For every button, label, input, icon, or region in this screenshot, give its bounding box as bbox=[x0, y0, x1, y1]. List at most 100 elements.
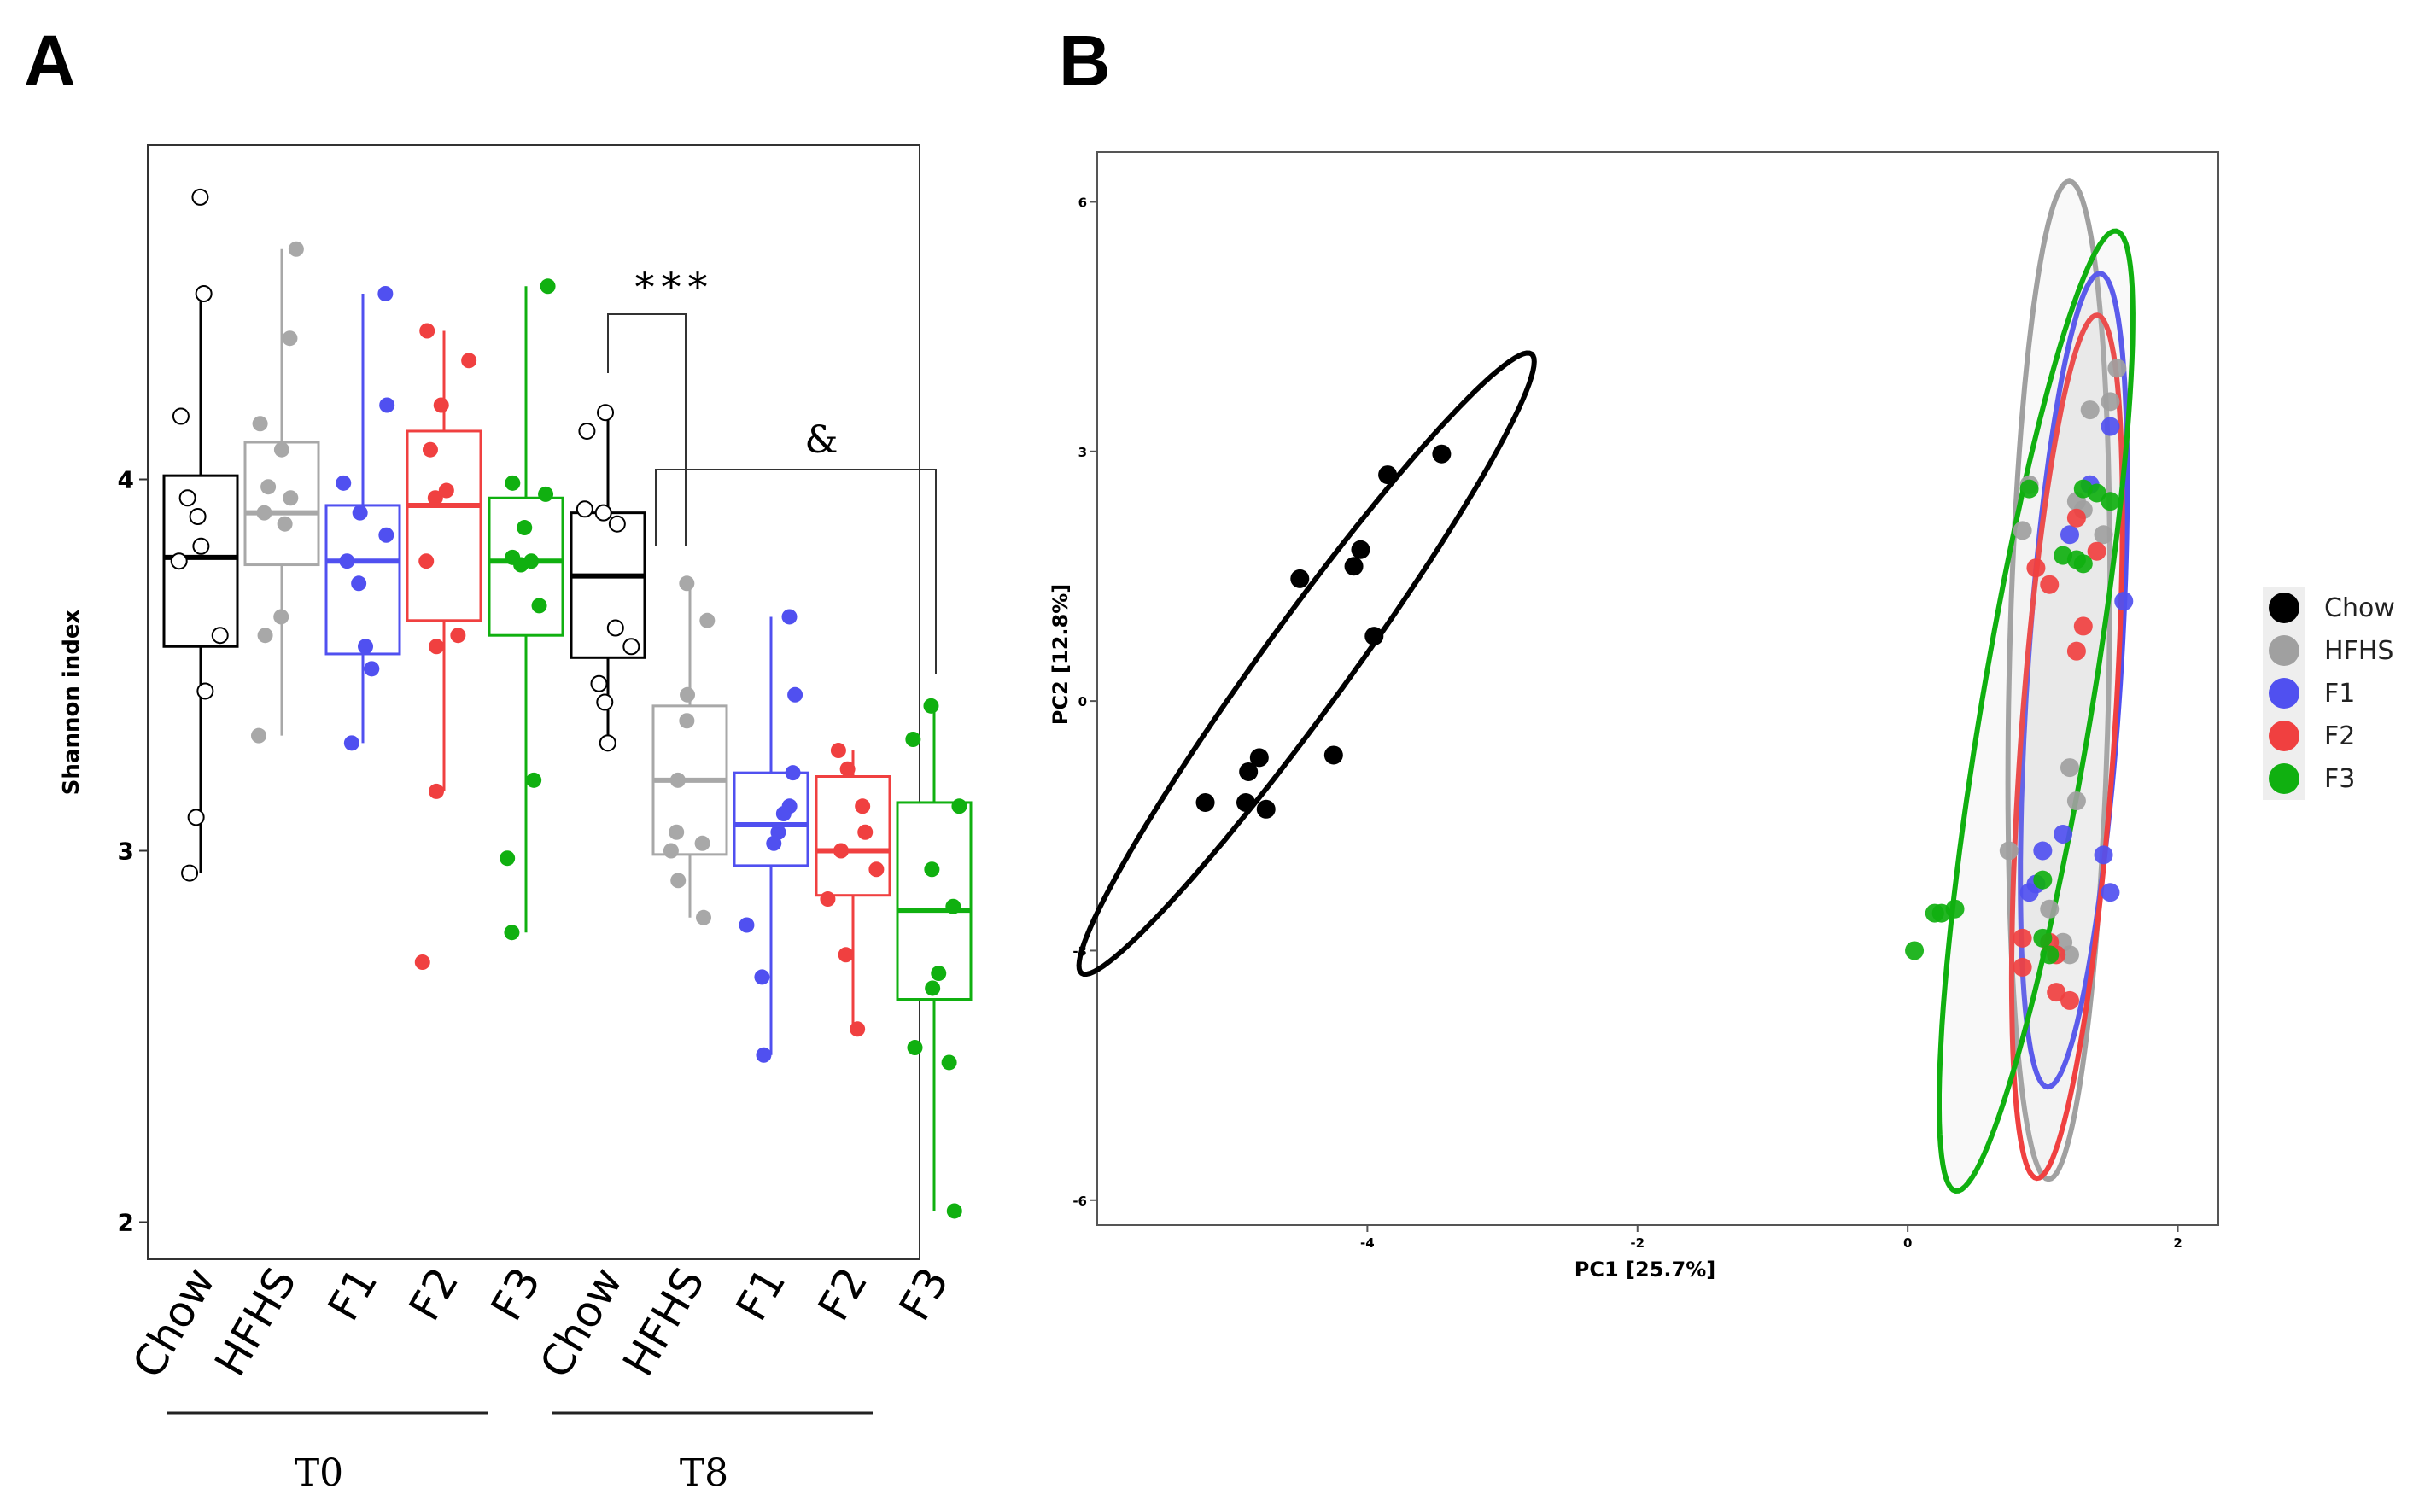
legend-label: F2 bbox=[2324, 721, 2355, 751]
data-point bbox=[1290, 569, 1310, 588]
data-point bbox=[670, 873, 687, 889]
data-point bbox=[438, 482, 454, 499]
x-category-label: HFHS bbox=[205, 1259, 306, 1385]
data-point bbox=[256, 505, 272, 521]
data-point bbox=[1364, 627, 1384, 646]
data-point bbox=[669, 824, 685, 840]
data-point bbox=[775, 806, 792, 821]
data-point bbox=[2033, 928, 2053, 948]
data-point bbox=[2054, 825, 2073, 844]
y-axis-title: PC2 [12.8%] bbox=[1049, 584, 1072, 725]
data-point bbox=[418, 553, 435, 569]
data-point bbox=[2033, 841, 2053, 861]
data-point bbox=[422, 441, 438, 458]
box-iqr bbox=[406, 429, 482, 622]
data-point bbox=[679, 713, 695, 729]
data-point bbox=[622, 638, 640, 656]
data-point bbox=[2066, 641, 2086, 661]
ellipses bbox=[1076, 178, 2136, 1194]
data-point bbox=[699, 612, 716, 628]
data-point bbox=[1999, 841, 2019, 861]
data-point bbox=[1905, 941, 1925, 960]
data-point bbox=[2060, 525, 2079, 545]
x-category-label: F2 bbox=[809, 1259, 878, 1328]
data-point bbox=[352, 505, 368, 521]
data-point bbox=[2101, 417, 2120, 436]
data-point bbox=[2073, 616, 2093, 636]
data-point bbox=[2066, 508, 2086, 528]
data-point bbox=[1351, 540, 1370, 559]
box-T0-HFHS bbox=[243, 241, 320, 744]
data-point bbox=[540, 278, 556, 295]
box-T8-F3 bbox=[896, 698, 973, 1219]
box-T0-F1 bbox=[324, 286, 401, 751]
data-point bbox=[594, 504, 612, 522]
legend-key bbox=[2269, 721, 2299, 751]
data-point bbox=[195, 285, 213, 302]
group-label: T8 bbox=[680, 1451, 728, 1495]
data-point bbox=[505, 475, 521, 491]
data-point bbox=[2080, 400, 2100, 420]
data-point bbox=[663, 843, 679, 859]
data-point bbox=[429, 639, 445, 655]
x-category-label: F3 bbox=[890, 1259, 959, 1328]
data-point bbox=[839, 761, 856, 777]
data-point bbox=[868, 861, 885, 878]
box-T8-F1 bbox=[733, 609, 809, 1063]
data-point bbox=[2073, 554, 2093, 574]
data-point bbox=[576, 500, 593, 518]
data-point bbox=[187, 809, 205, 826]
data-point bbox=[2013, 521, 2032, 540]
data-point bbox=[273, 441, 289, 458]
ellipse-f3 bbox=[1937, 228, 2136, 1194]
data-point bbox=[172, 407, 190, 425]
data-point bbox=[857, 824, 874, 840]
data-point bbox=[351, 575, 367, 592]
box-iqr bbox=[733, 771, 809, 867]
data-point bbox=[608, 515, 626, 533]
plot-frame bbox=[147, 144, 920, 1260]
data-point bbox=[517, 520, 533, 536]
data-point bbox=[923, 698, 939, 714]
data-point bbox=[830, 743, 846, 759]
x-category-label: F2 bbox=[400, 1259, 469, 1328]
data-point bbox=[905, 732, 921, 747]
data-point bbox=[597, 404, 615, 422]
data-point bbox=[850, 1021, 866, 1037]
data-point bbox=[1239, 762, 1259, 781]
data-point bbox=[754, 969, 770, 985]
x-tick-label: -4 bbox=[1360, 1235, 1375, 1251]
x-tick-label: -2 bbox=[1630, 1235, 1645, 1251]
data-point bbox=[1236, 792, 1256, 812]
data-point bbox=[211, 627, 229, 645]
data-point bbox=[2101, 883, 2120, 902]
data-point bbox=[2060, 990, 2079, 1010]
data-point bbox=[787, 686, 803, 703]
data-point bbox=[504, 925, 520, 941]
data-point bbox=[2013, 957, 2032, 977]
data-point bbox=[170, 552, 188, 570]
data-point bbox=[2026, 558, 2046, 578]
data-point bbox=[1249, 748, 1269, 768]
data-point bbox=[414, 954, 430, 970]
data-point bbox=[1432, 444, 1452, 464]
data-point bbox=[343, 735, 359, 751]
box-T8-Chow bbox=[570, 404, 646, 752]
significance-label-1: *** bbox=[635, 264, 715, 310]
data-point bbox=[578, 422, 596, 440]
data-point bbox=[2094, 845, 2113, 865]
data-point bbox=[181, 864, 199, 882]
data-point bbox=[1344, 557, 1364, 576]
data-point bbox=[2019, 479, 2039, 499]
data-point bbox=[931, 966, 947, 982]
data-point bbox=[2094, 525, 2113, 545]
legend: Chow HFHS F1 F2 F3 bbox=[2263, 587, 2395, 800]
box-T8-HFHS bbox=[651, 575, 728, 925]
data-point bbox=[526, 772, 542, 788]
legend-label: F3 bbox=[2324, 764, 2355, 794]
data-point bbox=[513, 557, 529, 573]
group-label: T0 bbox=[295, 1451, 343, 1495]
data-point bbox=[2019, 883, 2039, 902]
data-point bbox=[941, 1054, 957, 1071]
